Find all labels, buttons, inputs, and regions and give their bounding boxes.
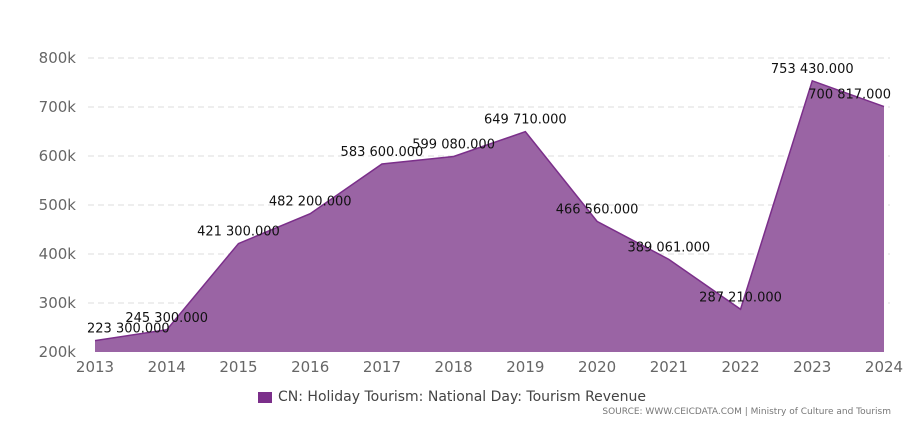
x-tick-label: 2013 xyxy=(76,358,114,376)
y-tick-label: 200k xyxy=(39,343,77,361)
data-label: 421 300.000 xyxy=(197,225,280,240)
x-tick-label: 2016 xyxy=(291,358,329,376)
y-tick-label: 800k xyxy=(39,49,77,67)
data-label: 753 430.000 xyxy=(771,62,854,77)
x-tick-label: 2021 xyxy=(650,358,688,376)
data-label: 287 210.000 xyxy=(699,290,782,305)
legend-label: CN: Holiday Tourism: National Day: Touri… xyxy=(278,389,647,405)
x-tick-label: 2020 xyxy=(578,358,616,376)
x-tick-label: 2014 xyxy=(148,358,186,376)
legend-swatch xyxy=(258,391,272,403)
x-tick-label: 2015 xyxy=(219,358,257,376)
y-tick-label: 600k xyxy=(39,147,77,165)
y-tick-label: 400k xyxy=(39,245,77,263)
x-tick-label: 2024 xyxy=(865,358,903,376)
legend[interactable]: CN: Holiday Tourism: National Day: Touri… xyxy=(258,389,646,405)
x-tick-label: 2017 xyxy=(363,358,401,376)
data-label: 649 710.000 xyxy=(484,113,567,128)
data-label: 700 817.000 xyxy=(808,88,891,103)
area-fill xyxy=(95,80,884,352)
x-tick-label: 2022 xyxy=(721,358,759,376)
data-label: 245 300.000 xyxy=(125,311,208,326)
series-line xyxy=(94,79,885,342)
y-axis: 200k 300k 400k 500k 600k 700k 800k xyxy=(39,49,77,361)
data-label: 223 300.000 xyxy=(87,322,170,337)
data-label: 599 080.000 xyxy=(412,137,495,152)
x-tick-label: 2018 xyxy=(435,358,473,376)
x-tick-label: 2023 xyxy=(793,358,831,376)
data-label: 482 200.000 xyxy=(269,195,352,210)
y-tick-label: 700k xyxy=(39,98,77,116)
data-label: 583 600.000 xyxy=(341,145,424,160)
source-note: SOURCE: WWW.CEICDATA.COM | Ministry of C… xyxy=(602,407,891,417)
x-axis: 2013 2014 2015 2016 2017 2018 2019 2020 2021 2022… xyxy=(76,358,903,376)
data-label: 466 560.000 xyxy=(556,202,639,217)
data-label: 389 061.000 xyxy=(627,240,710,255)
x-tick-label: 2019 xyxy=(506,358,544,376)
y-tick-label: 300k xyxy=(39,294,77,312)
area-series xyxy=(94,79,885,352)
y-tick-label: 500k xyxy=(39,196,77,214)
